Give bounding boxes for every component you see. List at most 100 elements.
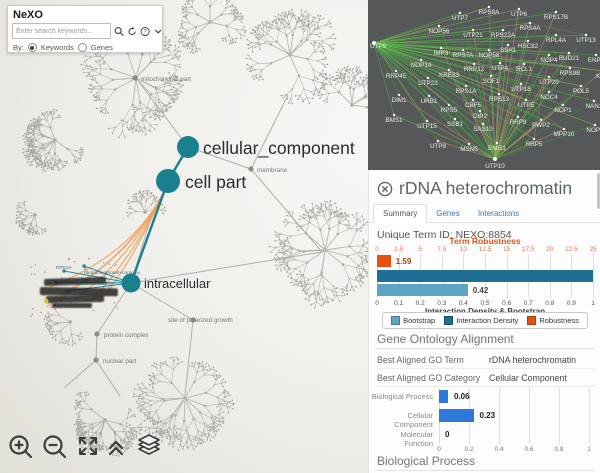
gene-label[interactable]: MSN5 <box>460 146 478 153</box>
radio-keywords[interactable] <box>27 43 37 52</box>
gene-node[interactable] <box>419 58 423 62</box>
gene-node[interactable] <box>532 137 536 141</box>
gene-node[interactable] <box>497 92 501 96</box>
selected-ontology-node[interactable] <box>121 273 141 293</box>
tab-summary[interactable]: Summary <box>373 204 428 223</box>
gene-label[interactable]: ENP1 <box>588 57 600 64</box>
gene-label[interactable]: RPS7A <box>453 52 474 59</box>
gene-label[interactable]: RPS1A <box>456 88 477 95</box>
gene-node[interactable] <box>498 61 502 65</box>
gene-node[interactable] <box>554 10 558 14</box>
gene-node[interactable] <box>437 24 441 28</box>
gene-node[interactable] <box>471 28 475 32</box>
gene-node[interactable] <box>519 82 523 86</box>
gene-label[interactable]: RRP5 <box>526 141 543 148</box>
selected-ontology-node[interactable] <box>177 136 199 158</box>
legend-item-robustness[interactable]: Robustness <box>527 316 579 325</box>
gene-label[interactable]: POL5 <box>573 88 590 95</box>
major-node-label[interactable]: cellular_component <box>203 138 355 159</box>
ontology-node[interactable] <box>132 75 138 81</box>
gene-label[interactable]: CBF5 <box>465 102 482 109</box>
gene-label[interactable]: RRP9 <box>510 119 527 126</box>
gene-node[interactable] <box>397 93 401 97</box>
zoom-in-icon[interactable] <box>9 435 33 459</box>
gene-label[interactable]: BMS1 <box>385 117 403 124</box>
gene-label[interactable]: SAS10 <box>473 126 493 133</box>
gene-node[interactable] <box>522 62 526 66</box>
gene-node[interactable] <box>593 123 597 127</box>
gene-label[interactable]: UTP9 <box>370 43 387 50</box>
gene-label[interactable]: UTP5 <box>518 102 535 109</box>
gene-node[interactable] <box>528 21 532 25</box>
cluster-label[interactable]: RPS1A <box>56 265 73 271</box>
gene-label[interactable]: RPS5 <box>441 107 458 114</box>
layers-icon[interactable] <box>138 434 160 455</box>
ontology-node[interactable] <box>94 331 100 337</box>
gene-node[interactable] <box>427 94 431 98</box>
refresh-icon[interactable] <box>127 26 137 37</box>
gene-node[interactable] <box>392 113 396 117</box>
tab-genes[interactable]: Genes <box>436 209 460 218</box>
gene-label[interactable]: RPS13 <box>489 96 509 103</box>
gene-node[interactable] <box>394 69 398 73</box>
selected-ontology-node[interactable] <box>156 169 180 193</box>
ontology-node-label[interactable]: mitochondrial part <box>141 76 191 83</box>
cluster-label[interactable]: ribosomal subunit <box>76 281 114 287</box>
gene-node[interactable] <box>372 41 376 45</box>
chevron-down-icon[interactable] <box>154 27 162 36</box>
gene-label[interactable]: RPS17B <box>544 14 568 21</box>
gene-label[interactable]: NOP1 <box>554 107 572 114</box>
gene-label[interactable]: RPS4A <box>520 25 541 32</box>
gene-label[interactable]: UTP18 <box>511 86 531 93</box>
gene-node[interactable] <box>568 66 572 70</box>
search-input[interactable] <box>12 23 111 39</box>
tab-interactions[interactable]: Interactions <box>477 209 520 218</box>
gene-node[interactable] <box>481 122 485 126</box>
ontology-node-label[interactable]: membrane <box>257 167 288 174</box>
gene-node[interactable] <box>547 90 551 94</box>
gene-label[interactable]: MPP10 <box>554 131 575 138</box>
close-icon[interactable] <box>377 181 393 197</box>
gene-label[interactable]: RPS8A <box>479 9 500 16</box>
gene-node[interactable] <box>517 7 521 11</box>
gene-node[interactable] <box>561 103 565 107</box>
gene-label[interactable]: SSA1 <box>500 47 517 54</box>
cluster-node[interactable] <box>62 269 66 273</box>
gene-label[interactable]: SOF1 <box>483 78 500 85</box>
gene-label[interactable]: PWP2 <box>532 122 550 129</box>
gene-node[interactable] <box>447 68 451 72</box>
gene-node[interactable] <box>526 39 530 43</box>
gene-label[interactable]: UTP10 <box>485 163 505 170</box>
collapse-icon[interactable] <box>108 440 124 456</box>
gene-node[interactable] <box>584 33 588 37</box>
gene-node[interactable] <box>495 141 499 145</box>
gene-node[interactable] <box>506 43 510 47</box>
gene-label[interactable]: KRE33 <box>439 72 459 79</box>
gene-node[interactable] <box>458 11 462 15</box>
gene-label[interactable]: NAN1 <box>586 103 600 110</box>
gene-label[interactable]: HSC82 <box>518 43 539 50</box>
gene-node[interactable] <box>425 119 429 123</box>
gene-node[interactable] <box>464 84 468 88</box>
gene-label[interactable]: UTP6 <box>511 11 528 18</box>
gene-label[interactable]: DIM1 <box>391 97 407 104</box>
gene-label[interactable]: IMP3 <box>434 50 449 57</box>
gene-label[interactable]: EMG1 <box>488 145 506 152</box>
legend-item-bootstrap[interactable]: Bootstrap <box>391 316 435 325</box>
ontology-node[interactable] <box>93 357 99 363</box>
gene-label[interactable]: RPL4A <box>546 37 567 44</box>
gene-node[interactable] <box>547 53 551 57</box>
gene-node[interactable] <box>516 115 520 119</box>
gene-node[interactable] <box>562 127 566 131</box>
gene-node[interactable] <box>579 84 583 88</box>
radio-genes[interactable] <box>77 43 87 52</box>
gene-node[interactable] <box>447 103 451 107</box>
gene-label[interactable]: UTP13 <box>576 37 596 44</box>
cluster-node[interactable] <box>82 264 86 268</box>
gene-node[interactable] <box>461 48 465 52</box>
cluster-label[interactable]: ribonucleoprotein complex <box>84 270 141 276</box>
gene-label[interactable]: SSB1 <box>447 121 464 128</box>
ontology-node[interactable] <box>190 317 196 323</box>
gene-node[interactable] <box>472 62 476 66</box>
gene-label[interactable]: UTP22 <box>418 80 438 87</box>
